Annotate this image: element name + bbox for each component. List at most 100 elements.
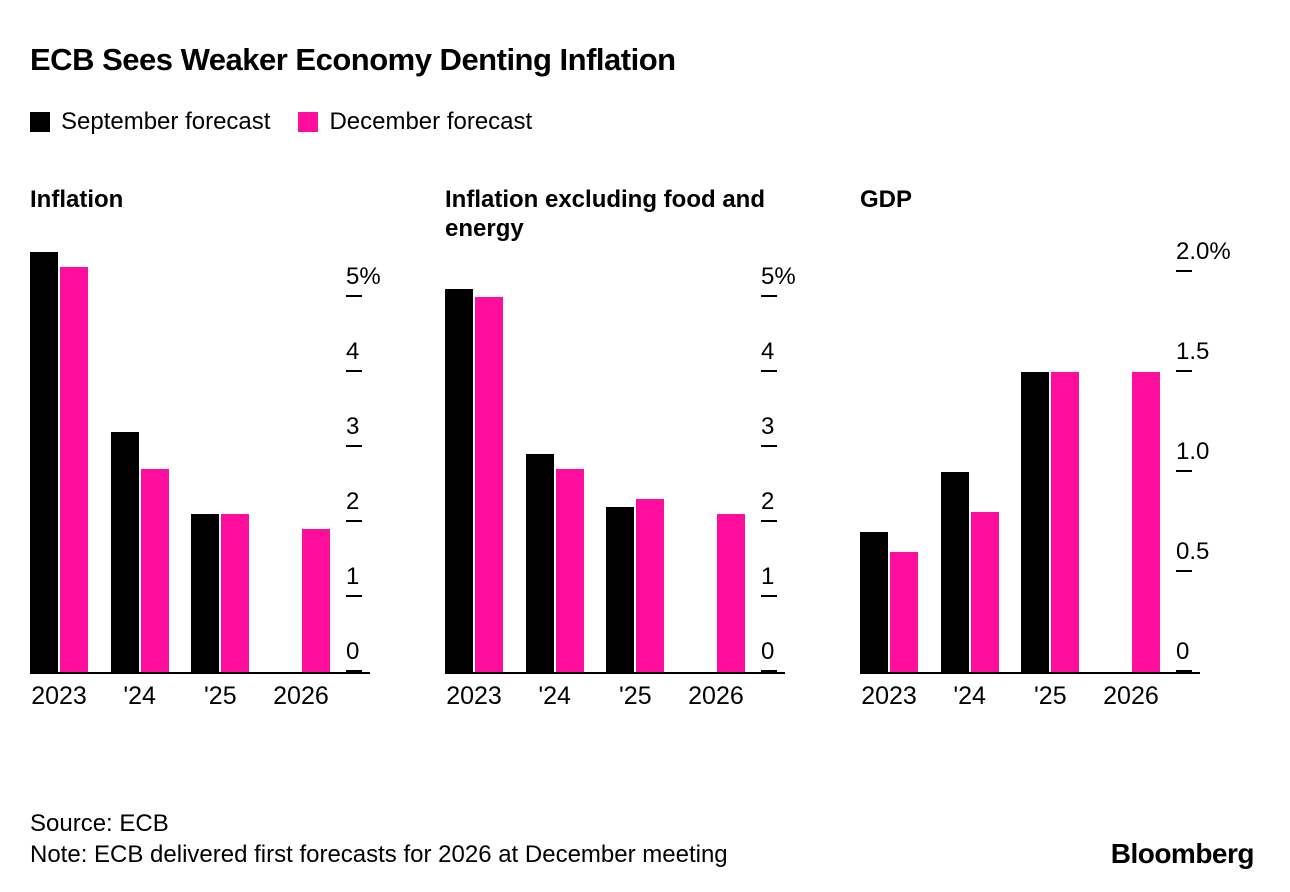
x-axis-labels: 2023 '24 '25 2026 bbox=[445, 682, 745, 711]
september-bar-25 bbox=[191, 514, 220, 672]
x-tick-label-25: '25 bbox=[204, 682, 237, 710]
december-bar-2023 bbox=[60, 267, 88, 672]
y-tick-label: 3 bbox=[346, 413, 360, 440]
y-tick-1: 1 bbox=[761, 565, 777, 597]
footer: Source: ECB Note: ECB delivered first fo… bbox=[30, 809, 1260, 870]
panel-title-core-inflation: Inflation excluding food and energy bbox=[445, 186, 765, 242]
december-bar-25 bbox=[221, 514, 250, 672]
x-axis-line bbox=[30, 672, 370, 674]
september-bar-24 bbox=[525, 454, 554, 672]
bar-group-2026 bbox=[1102, 372, 1160, 672]
y-tick-mark bbox=[346, 295, 362, 297]
y-axis: 2.0% 1.5 1.0 0.5 0 bbox=[1160, 240, 1250, 672]
september-bar-24 bbox=[110, 432, 139, 672]
december-bar-24 bbox=[555, 469, 584, 672]
september-bar-2023 bbox=[30, 252, 58, 672]
december-bar-25 bbox=[1051, 372, 1080, 672]
y-tick-mark bbox=[346, 520, 362, 522]
plot-area bbox=[860, 252, 1160, 672]
december-bar-25 bbox=[636, 499, 665, 672]
bar-group-24 bbox=[940, 472, 999, 672]
y-tick-mark bbox=[761, 595, 777, 597]
y-tick-mark bbox=[1176, 570, 1192, 572]
x-axis-labels: 2023 '24 '25 2026 bbox=[860, 682, 1160, 711]
y-tick-0: 0 bbox=[346, 640, 362, 672]
y-tick-label: 0.5 bbox=[1176, 538, 1210, 565]
y-tick-2: 2 bbox=[346, 490, 362, 522]
bar-group-25 bbox=[1021, 372, 1080, 672]
y-tick-mark bbox=[761, 370, 777, 372]
y-tick-label: 1.5 bbox=[1176, 338, 1210, 365]
y-tick-5pct: 5% bbox=[761, 265, 796, 297]
september-bar-24 bbox=[940, 472, 969, 672]
y-tick-label: 0 bbox=[346, 638, 360, 665]
plot-wrap: 2.0% 1.5 1.0 0.5 0 bbox=[860, 240, 1250, 674]
y-tick-1-5: 1.5 bbox=[1176, 340, 1209, 372]
y-tick-mark bbox=[761, 670, 777, 672]
legend-label-september: September forecast bbox=[61, 108, 271, 135]
y-tick-5pct: 5% bbox=[346, 265, 381, 297]
y-tick-label: 0 bbox=[1176, 638, 1190, 665]
x-tick-label-2026: 2026 bbox=[1103, 682, 1159, 710]
x-axis-labels: 2023 '24 '25 2026 bbox=[30, 682, 330, 711]
y-tick-4: 4 bbox=[346, 340, 362, 372]
september-swatch bbox=[30, 112, 50, 132]
bar-group-2023 bbox=[445, 289, 503, 672]
plot-area bbox=[30, 252, 330, 672]
x-tick-label-25: '25 bbox=[619, 682, 652, 710]
december-bar-2026 bbox=[1131, 372, 1160, 672]
legend: September forecast December forecast bbox=[30, 108, 1260, 136]
x-tick-label-2026: 2026 bbox=[688, 682, 744, 710]
x-axis-line bbox=[860, 672, 1200, 674]
y-tick-2-0pct: 2.0% bbox=[1176, 240, 1231, 272]
bar-group-2026 bbox=[687, 514, 745, 672]
y-tick-mark bbox=[346, 370, 362, 372]
y-tick-mark bbox=[346, 445, 362, 447]
y-tick-label: 1 bbox=[761, 563, 775, 590]
y-tick-mark bbox=[1176, 270, 1192, 272]
y-tick-label: 5% bbox=[346, 263, 381, 290]
y-tick-label: 2 bbox=[346, 488, 360, 515]
bar-group-2023 bbox=[860, 532, 918, 672]
y-tick-label: 1 bbox=[346, 563, 360, 590]
x-tick-label-24: '24 bbox=[123, 682, 156, 710]
december-bar-24 bbox=[140, 469, 169, 672]
x-axis-line bbox=[445, 672, 785, 674]
plot-wrap: 5% 4 3 2 1 0 bbox=[30, 252, 420, 674]
panel-title-gdp: GDP bbox=[860, 186, 913, 213]
bar-group-24 bbox=[110, 432, 169, 672]
december-swatch bbox=[298, 112, 319, 132]
december-bar-2026 bbox=[301, 529, 330, 672]
y-tick-2: 2 bbox=[761, 490, 777, 522]
december-bar-2023 bbox=[475, 297, 503, 672]
chart-headline: ECB Sees Weaker Economy Denting Inflatio… bbox=[30, 42, 676, 77]
footer-text: Source: ECB Note: ECB delivered first fo… bbox=[30, 809, 728, 870]
y-axis: 5% 4 3 2 1 0 bbox=[745, 252, 835, 672]
y-tick-0-5: 0.5 bbox=[1176, 540, 1209, 572]
plot-wrap: 5% 4 3 2 1 0 bbox=[445, 252, 835, 674]
page: ECB Sees Weaker Economy Denting Inflatio… bbox=[30, 42, 1260, 870]
september-bar-25 bbox=[1021, 372, 1050, 672]
note-line: Note: ECB delivered first forecasts for … bbox=[30, 840, 728, 868]
bar-group-2023 bbox=[30, 252, 88, 672]
y-tick-mark bbox=[1176, 470, 1192, 472]
bar-group-2026 bbox=[272, 529, 330, 672]
december-bar-24 bbox=[970, 512, 999, 672]
december-bar-2026 bbox=[716, 514, 745, 672]
y-tick-1: 1 bbox=[346, 565, 362, 597]
september-bar-2023 bbox=[445, 289, 473, 672]
plot-area bbox=[445, 252, 745, 672]
y-tick-mark bbox=[346, 595, 362, 597]
y-tick-mark bbox=[1176, 370, 1192, 372]
y-tick-label: 2.0% bbox=[1176, 238, 1231, 265]
charts-row: Inflation 5% 4 3 2 1 0 2023 '24 '25 2026 Inflati… bbox=[30, 186, 1260, 711]
y-axis: 5% 4 3 2 1 0 bbox=[330, 252, 420, 672]
y-tick-mark bbox=[761, 445, 777, 447]
panel-title-inflation: Inflation bbox=[30, 186, 124, 213]
x-tick-label-2026: 2026 bbox=[273, 682, 329, 710]
y-tick-label: 0 bbox=[761, 638, 775, 665]
chart-panel-inflation: Inflation 5% 4 3 2 1 0 2023 '24 '25 2026 bbox=[30, 186, 420, 711]
x-tick-label-2023: 2023 bbox=[31, 682, 87, 710]
source-line: Source: ECB bbox=[30, 810, 169, 837]
bloomberg-logo: Bloomberg bbox=[1110, 838, 1255, 870]
